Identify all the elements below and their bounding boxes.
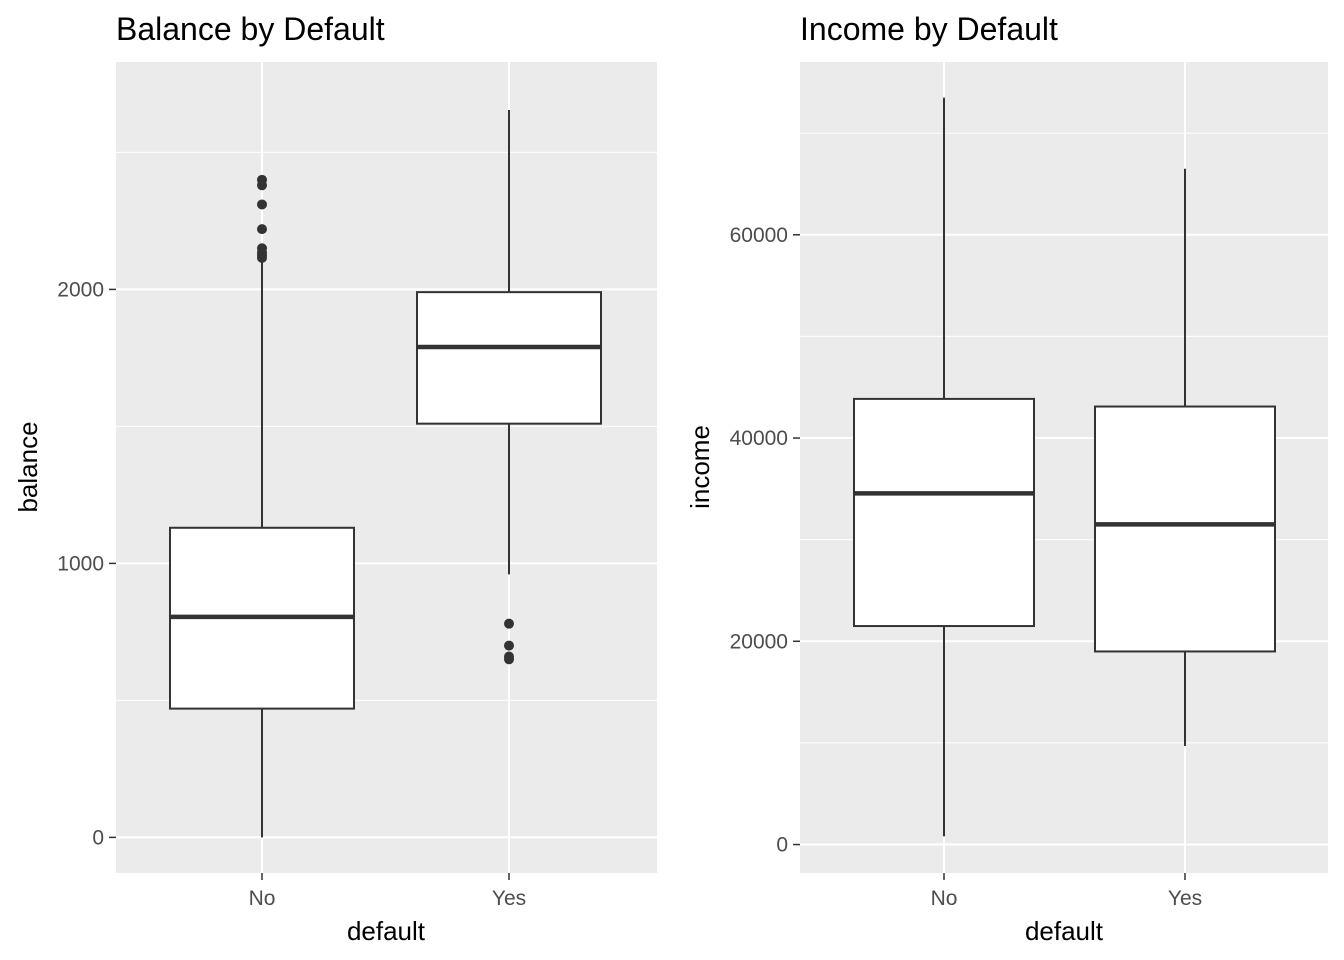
- income-x-tick-label: Yes: [1168, 887, 1202, 910]
- income-chart-panel: 0 20000 40000 60000 No Yes Income by Default de…: [685, 11, 1328, 946]
- outlier-point: [257, 174, 267, 185]
- balance-y-tick-label: 2000: [57, 278, 104, 301]
- income-y-tick-label: 20000: [730, 630, 788, 653]
- outlier-point: [504, 640, 514, 651]
- balance-x-tick-label: No: [249, 887, 276, 910]
- income-y-axis-title: income: [685, 425, 715, 509]
- income-y-tick-label: 60000: [730, 224, 788, 247]
- box-iqr: [1094, 405, 1276, 653]
- balance-y-tick-label: 0: [92, 826, 104, 849]
- balance-chart-panel: 0 1000 2000 No Yes Balance by Default default b…: [13, 11, 657, 946]
- income-box-yes: [1094, 168, 1276, 746]
- income-x-axis-title: default: [1025, 916, 1104, 946]
- balance-y-tick-label: 1000: [57, 552, 104, 575]
- balance-x-axis-title: default: [347, 916, 426, 946]
- income-chart-title: Income by Default: [800, 11, 1058, 47]
- outlier-point: [257, 224, 267, 235]
- outlier-point: [504, 618, 514, 629]
- income-box-no: [853, 97, 1035, 837]
- balance-panel-background: [116, 62, 657, 873]
- balance-box-yes: [416, 109, 602, 665]
- income-y-tick-label: 0: [776, 834, 788, 857]
- box-iqr: [853, 397, 1035, 628]
- outlier-point: [504, 651, 514, 662]
- balance-x-tick-label: Yes: [492, 887, 526, 910]
- balance-chart-title: Balance by Default: [116, 11, 385, 47]
- box-iqr: [416, 291, 602, 425]
- income-y-tick-label: 40000: [730, 427, 788, 450]
- income-x-tick-label: No: [931, 887, 958, 910]
- outlier-point: [257, 199, 267, 210]
- outlier-point: [257, 243, 267, 254]
- balance-y-axis-title: balance: [13, 421, 43, 512]
- balance-box-no: [169, 174, 355, 838]
